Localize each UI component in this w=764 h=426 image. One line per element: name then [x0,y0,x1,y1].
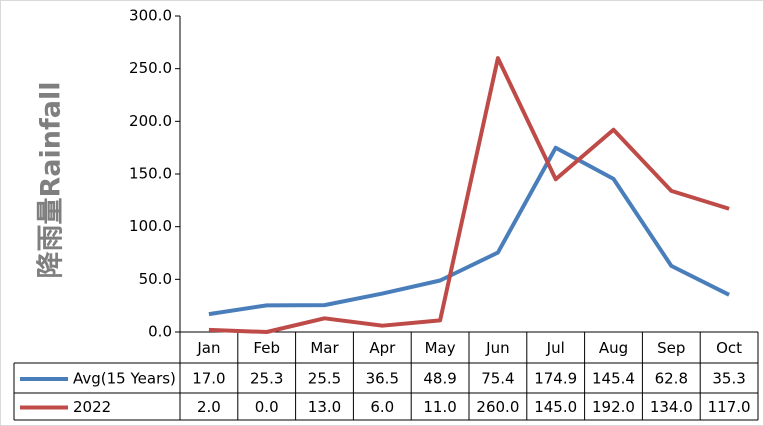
y-tick-label: 150.0 [129,165,172,183]
y-tick-label: 200.0 [129,112,172,130]
table-value: 36.5 [366,370,399,388]
table-value: 75.4 [481,370,514,388]
table-value: 2.0 [197,398,221,416]
x-tick-label: Oct [716,339,742,357]
series-line [208,145,730,317]
x-tick-label: Apr [369,339,396,357]
table-value: 134.0 [650,398,693,416]
table-value: 11.0 [423,398,456,416]
x-tick-label: Jul [546,339,565,357]
table-value: 13.0 [308,398,341,416]
x-tick-label: Jun [485,339,509,357]
table-value: 25.5 [308,370,341,388]
x-tick-label: Feb [253,339,280,357]
y-tick-label: 50.0 [139,270,172,288]
table-value: 6.0 [370,398,394,416]
table-value: 35.3 [712,370,745,388]
x-tick-label: Sep [657,339,685,357]
table-value: 174.9 [534,370,577,388]
y-tick-label: 250.0 [129,59,172,77]
table-value: 0.0 [255,398,279,416]
table-value: 117.0 [708,398,751,416]
y-tick-label: 0.0 [148,323,172,341]
y-tick-label: 300.0 [129,7,172,25]
x-tick-label: Jan [196,339,220,357]
legend-label: 2022 [73,398,111,416]
x-tick-label: Aug [599,339,628,357]
x-tick-label: Mar [310,339,339,357]
legend-label: Avg(15 Years) [73,370,176,388]
table-value: 192.0 [592,398,635,416]
series-line [208,56,730,334]
x-tick-label: May [425,339,456,357]
y-tick-label: 100.0 [129,217,172,235]
table-value: 62.8 [655,370,688,388]
table-value: 48.9 [423,370,456,388]
y-axis-title: 降雨量Rainfall [36,82,67,279]
table-value: 145.4 [592,370,635,388]
table-value: 25.3 [250,370,283,388]
table-value: 145.0 [534,398,577,416]
table-value: 260.0 [476,398,519,416]
table-value: 17.0 [192,370,225,388]
